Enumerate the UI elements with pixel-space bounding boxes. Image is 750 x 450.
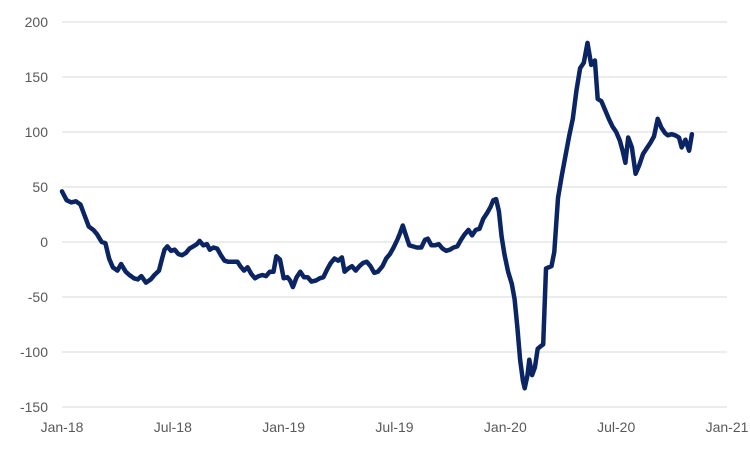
- x-tick-label: Jan-18: [41, 419, 84, 435]
- x-tick-label: Jul-20: [597, 419, 635, 435]
- x-tick-label: Jan-20: [484, 419, 527, 435]
- y-tick-label: 100: [25, 124, 49, 140]
- x-tick-label: Jul-18: [154, 419, 192, 435]
- series-line: [59, 40, 695, 391]
- x-tick-label: Jul-19: [375, 419, 413, 435]
- y-tick-label: 200: [25, 14, 49, 30]
- x-tick-label: Jan-21: [706, 419, 749, 435]
- y-tick-label: -100: [20, 344, 48, 360]
- y-tick-label: 0: [40, 234, 48, 250]
- y-tick-label: 50: [32, 179, 48, 195]
- y-tick-label: -50: [28, 289, 48, 305]
- gridlines: [62, 21, 727, 408]
- x-axis-ticks: Jan-18 Jul-18 Jan-19 Jul-19 Jan-20 Jul-20 Jan-…: [41, 419, 749, 435]
- y-tick-label: 150: [25, 69, 49, 85]
- y-axis-ticks: 200 150 100 50 0 -50 -100 -150: [20, 14, 48, 415]
- series-group: [59, 40, 695, 391]
- x-tick-label: Jan-19: [262, 419, 305, 435]
- y-tick-label: -150: [20, 399, 48, 415]
